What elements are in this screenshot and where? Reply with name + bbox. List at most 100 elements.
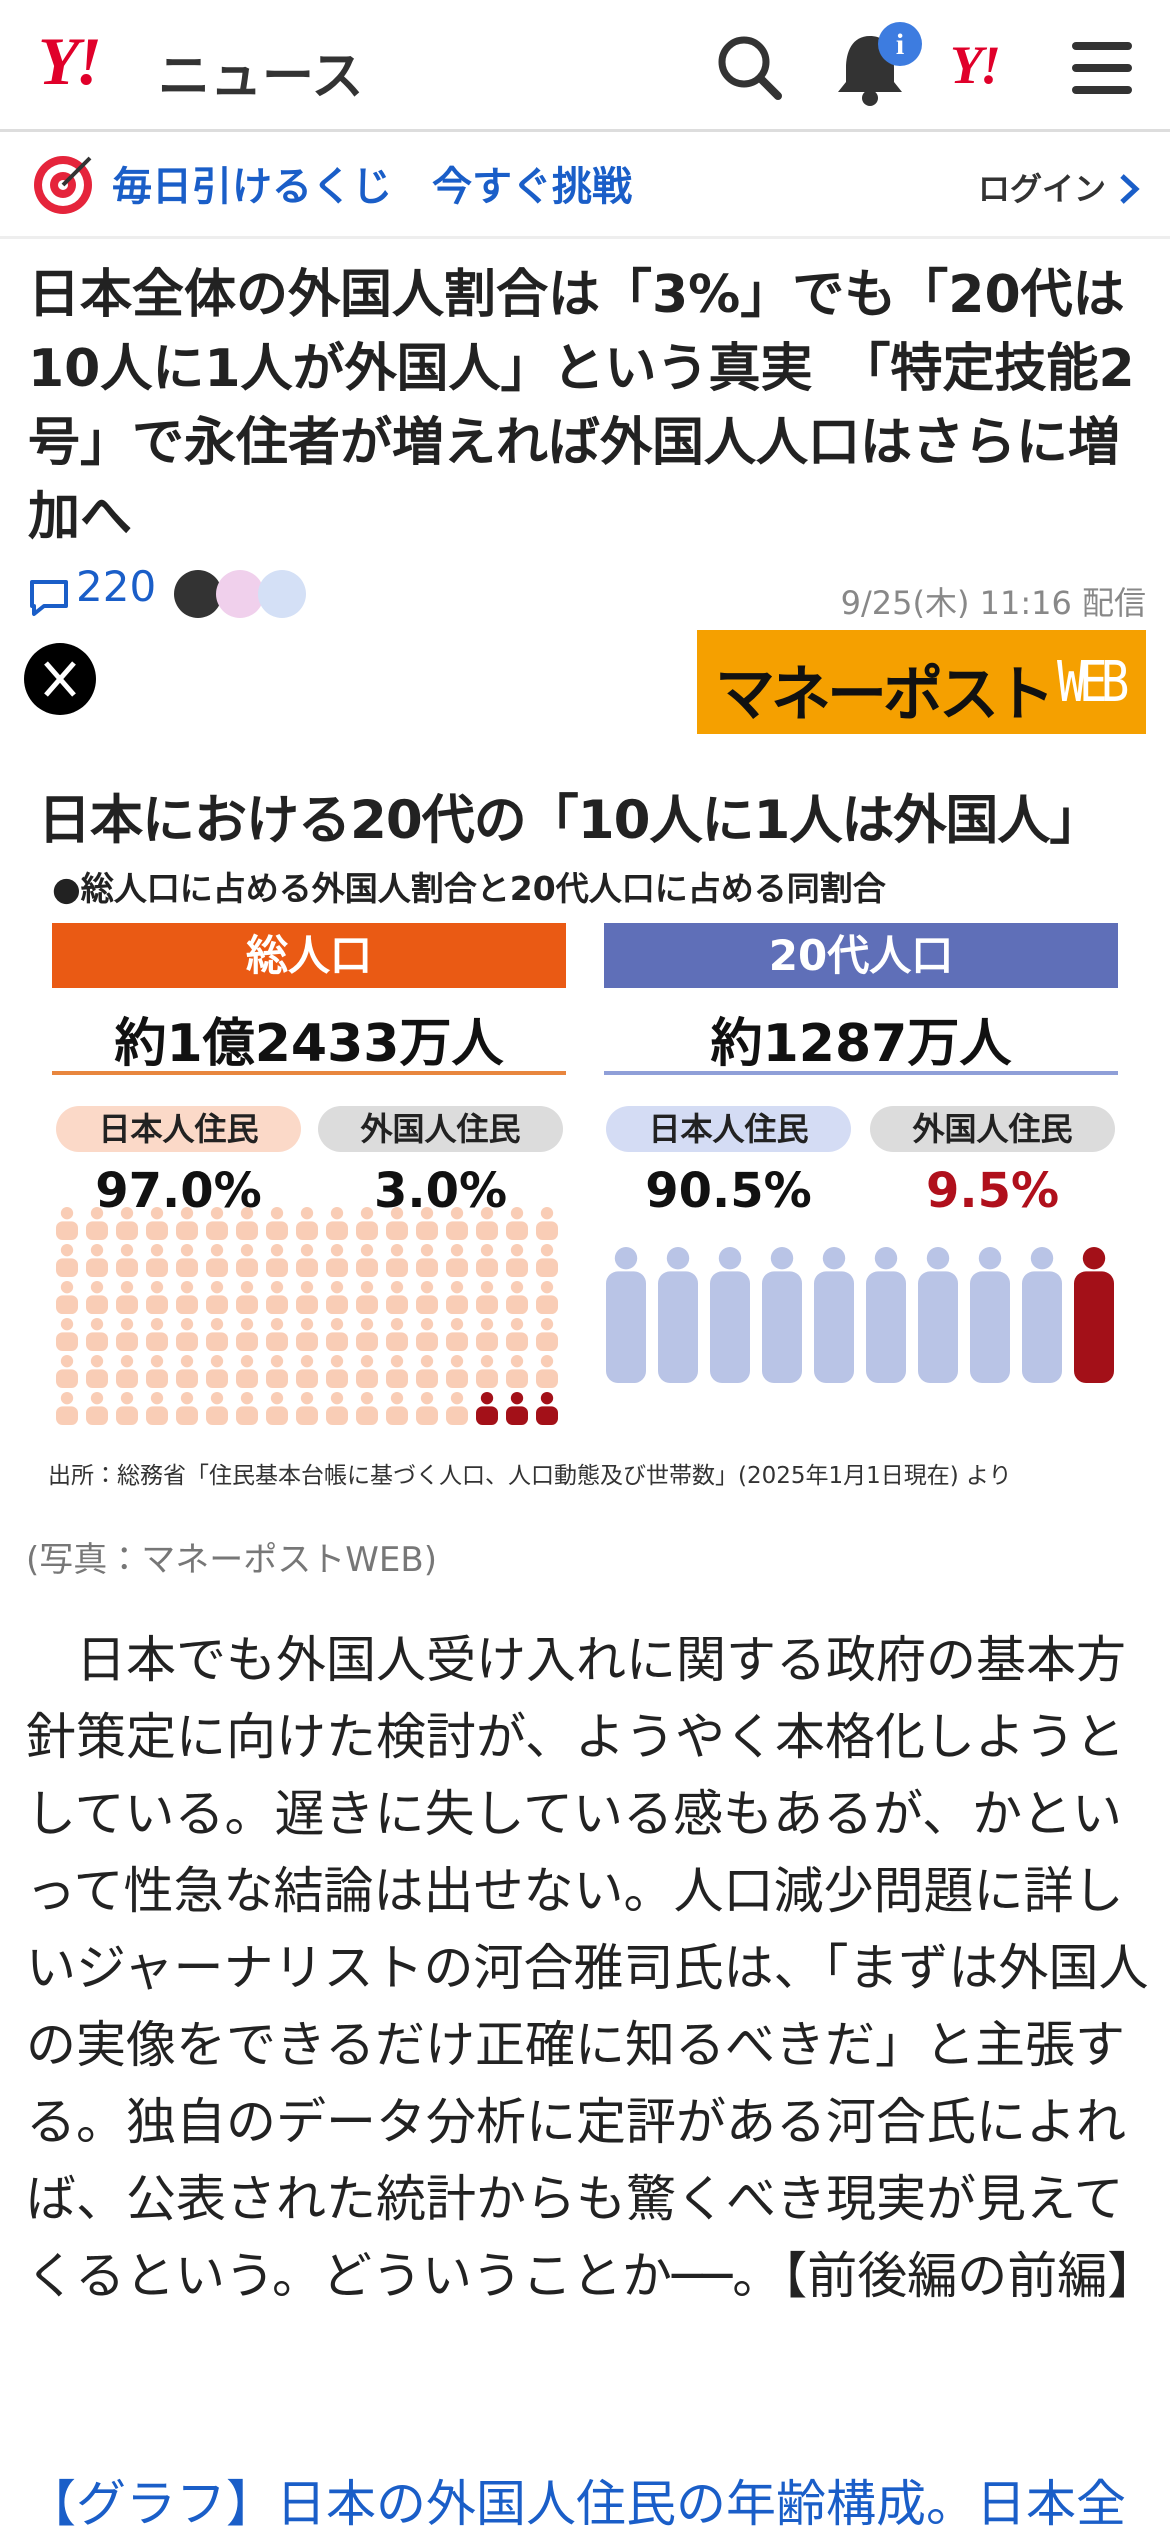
person-icon	[416, 1318, 438, 1351]
person-icon	[176, 1318, 198, 1351]
person-icon	[146, 1392, 168, 1425]
group-share: 90.5%	[645, 1163, 812, 1219]
panel-heading: 20代人口	[604, 923, 1118, 988]
person-icon	[506, 1318, 528, 1351]
person-icon	[536, 1281, 558, 1314]
notification-icon[interactable]: i	[830, 22, 930, 108]
person-icon	[296, 1207, 318, 1240]
person-icon	[296, 1318, 318, 1351]
reaction-avatars	[174, 570, 306, 618]
person-icon	[536, 1244, 558, 1277]
person-icon	[446, 1392, 468, 1425]
divider	[604, 1071, 1118, 1075]
person-icon	[386, 1318, 408, 1351]
person-icon	[918, 1247, 958, 1383]
person-icon	[56, 1355, 78, 1388]
person-icon	[86, 1207, 108, 1240]
person-icon	[86, 1281, 108, 1314]
person-icon	[710, 1247, 750, 1383]
comment-count[interactable]: 220	[76, 562, 157, 611]
person-icon	[446, 1207, 468, 1240]
infographic: 日本における20代の「10人に1人は外国人」 ●総人口に占める外国人割合と20代…	[0, 758, 1170, 1500]
person-icon	[206, 1281, 228, 1314]
related-link[interactable]: 【グラフ】日本の外国人住民の年齢構成。日本全	[26, 2475, 1126, 2533]
service-name[interactable]: ニュース	[158, 47, 364, 107]
person-icon	[536, 1355, 558, 1388]
group-label: 日本人住民	[606, 1106, 851, 1152]
menu-icon[interactable]	[1070, 40, 1134, 96]
person-icon	[146, 1244, 168, 1277]
panel-total: 約1287万人	[710, 1014, 1012, 1074]
person-icon	[176, 1207, 198, 1240]
person-icon	[476, 1355, 498, 1388]
group-label: 外国人住民	[318, 1106, 563, 1152]
person-icon	[266, 1355, 288, 1388]
divider	[52, 1071, 566, 1075]
promo-bar: 毎日引けるくじ 今すぐ挑戦 ログイン	[0, 132, 1170, 239]
panel-heading: 総人口	[52, 923, 566, 988]
person-icon	[86, 1318, 108, 1351]
person-icon	[446, 1355, 468, 1388]
person-icon	[536, 1318, 558, 1351]
person-icon	[476, 1392, 498, 1425]
person-icon	[416, 1281, 438, 1314]
publisher-name: マネーポスト	[715, 660, 1055, 730]
person-icon	[386, 1207, 408, 1240]
person-icon	[236, 1392, 258, 1425]
person-icon	[386, 1392, 408, 1425]
search-icon[interactable]	[712, 30, 788, 106]
person-icon	[386, 1244, 408, 1277]
yahoo-icon[interactable]: Y!	[950, 35, 1001, 95]
group-label: 日本人住民	[56, 1106, 301, 1152]
person-icon	[176, 1355, 198, 1388]
panel: 20代人口 約1287万人 日本人住民 外国人住民 90.5% 9.5%	[604, 923, 1118, 1443]
person-icon	[326, 1318, 348, 1351]
person-icon	[266, 1281, 288, 1314]
person-icon	[236, 1355, 258, 1388]
person-icon	[356, 1207, 378, 1240]
person-icon	[266, 1318, 288, 1351]
person-icon	[356, 1244, 378, 1277]
person-icon	[206, 1355, 228, 1388]
promo-link[interactable]: 毎日引けるくじ 今すぐ挑戦	[112, 164, 632, 210]
person-icon	[416, 1392, 438, 1425]
person-icon	[1022, 1247, 1062, 1383]
person-icon	[476, 1281, 498, 1314]
chevron	[1120, 174, 1140, 204]
logo[interactable]: Y!	[38, 23, 102, 99]
person-icon	[266, 1207, 288, 1240]
person-icon	[56, 1392, 78, 1425]
person-icon	[176, 1244, 198, 1277]
person-icon	[296, 1244, 318, 1277]
person-icon	[326, 1392, 348, 1425]
person-icon	[416, 1355, 438, 1388]
person-icon	[506, 1355, 528, 1388]
article-body: 日本でも外国人受け入れに関する政府の基本方針策定に向けた検討が、ようやく本格化し…	[26, 1631, 1158, 2305]
person-icon	[386, 1355, 408, 1388]
article-title: 日本全体の外国人割合は「3%」でも「20代は10人に1人が外国人」という真実 「…	[28, 265, 1135, 547]
person-icon	[116, 1244, 138, 1277]
person-icon	[326, 1244, 348, 1277]
x-share-button[interactable]	[24, 643, 96, 715]
person-icon	[1074, 1247, 1114, 1383]
login-link[interactable]: ログイン	[978, 170, 1107, 208]
person-icon	[476, 1207, 498, 1240]
person-icon	[86, 1392, 108, 1425]
person-icon	[266, 1244, 288, 1277]
person-icon	[536, 1207, 558, 1240]
publisher-logo[interactable]: マネーポスト WEB	[697, 630, 1146, 734]
panel: 総人口 約1億2433万人 日本人住民 外国人住民 97.0% 3.0%	[52, 923, 566, 1443]
person-icon	[236, 1281, 258, 1314]
person-icon	[506, 1244, 528, 1277]
person-icon	[56, 1281, 78, 1314]
comment-icon[interactable]	[28, 578, 70, 618]
person-icon	[476, 1318, 498, 1351]
publisher-suffix: WEB	[1057, 650, 1129, 715]
person-icon	[866, 1247, 906, 1383]
person-icon	[206, 1244, 228, 1277]
person-icon	[176, 1392, 198, 1425]
person-icon	[506, 1281, 528, 1314]
person-icon	[386, 1281, 408, 1314]
person-icon	[446, 1281, 468, 1314]
person-icon	[116, 1318, 138, 1351]
